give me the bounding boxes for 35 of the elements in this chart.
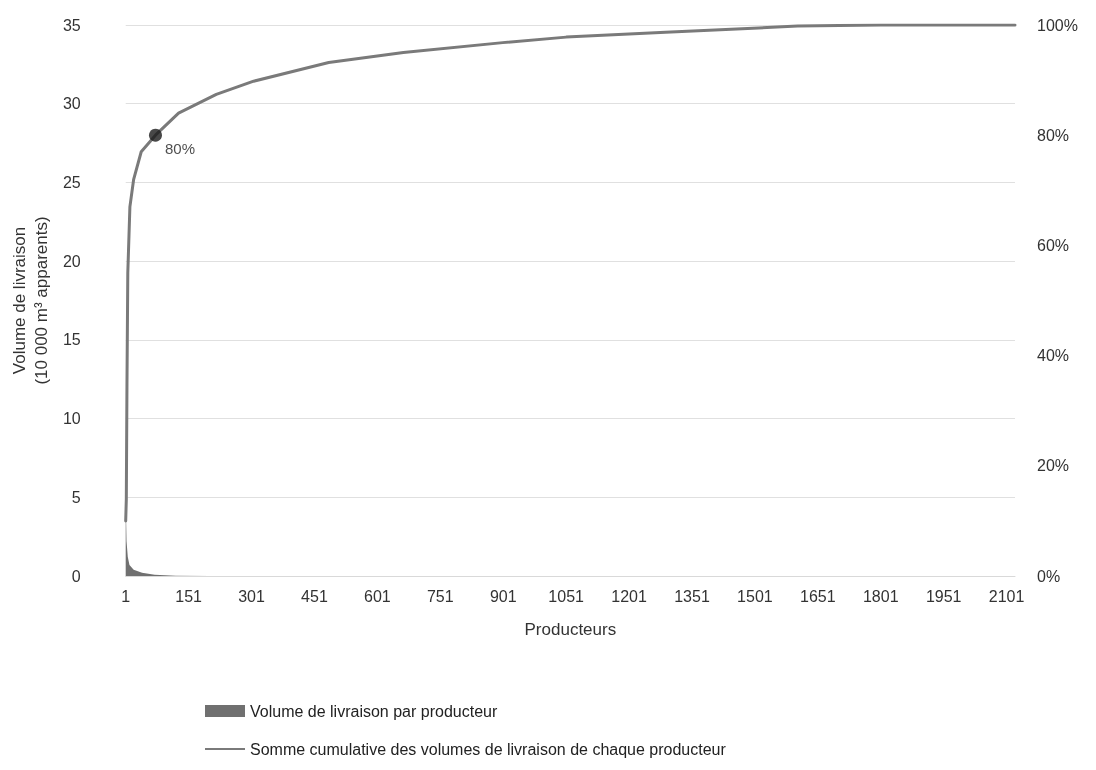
x-tick-label: 2101: [988, 587, 1025, 605]
x-tick-label: 1: [121, 587, 131, 605]
y-tick-label: 0: [71, 567, 81, 585]
legend-label: Somme cumulative des volumes de livraison de chaque producteur: [250, 740, 727, 758]
y2-tick-label: 80%: [1037, 126, 1070, 144]
line-series: [124, 23, 1017, 523]
x-tick-label: 901: [489, 587, 517, 605]
x-tick-label: 1501: [737, 587, 773, 605]
y-tick-label: 5: [71, 488, 81, 506]
x-tick-label: 1351: [674, 587, 710, 605]
y2-tick-label: 40%: [1037, 347, 1070, 365]
y-axis-title: Volume de livraison (10 000 m³ apparents): [9, 216, 51, 385]
x-tick-label: 1951: [925, 587, 962, 605]
y-tick-label: 25: [62, 173, 81, 191]
x-tick-label: 1051: [548, 587, 585, 605]
x-tick-label: 601: [364, 587, 391, 605]
x-tick-label: 1651: [800, 587, 836, 605]
y-tick-label: 20: [62, 252, 81, 270]
y2-tick-label: 60%: [1037, 236, 1070, 254]
y-tick-label: 15: [62, 331, 81, 349]
x-tick-label: 301: [238, 587, 265, 605]
x-tick-label: 451: [301, 587, 328, 605]
legend-label: Volume de livraison par producteur: [250, 702, 498, 720]
data-label: 80%: [164, 139, 196, 157]
x-axis-title: Producteurs: [524, 620, 617, 639]
x-tick-label: 1801: [862, 587, 899, 605]
y2-tick-label: 100%: [1037, 16, 1078, 34]
y2-tick-label: 20%: [1037, 457, 1070, 475]
y-tick-label: 10: [62, 410, 81, 428]
x-tick-label: 151: [175, 587, 203, 605]
x-tick-label: 751: [426, 587, 454, 605]
y-tick-label: 35: [62, 16, 81, 34]
y-tick-label: 30: [62, 95, 81, 113]
x-tick-label: 1201: [611, 587, 647, 605]
y2-tick-label: 0%: [1037, 567, 1061, 585]
